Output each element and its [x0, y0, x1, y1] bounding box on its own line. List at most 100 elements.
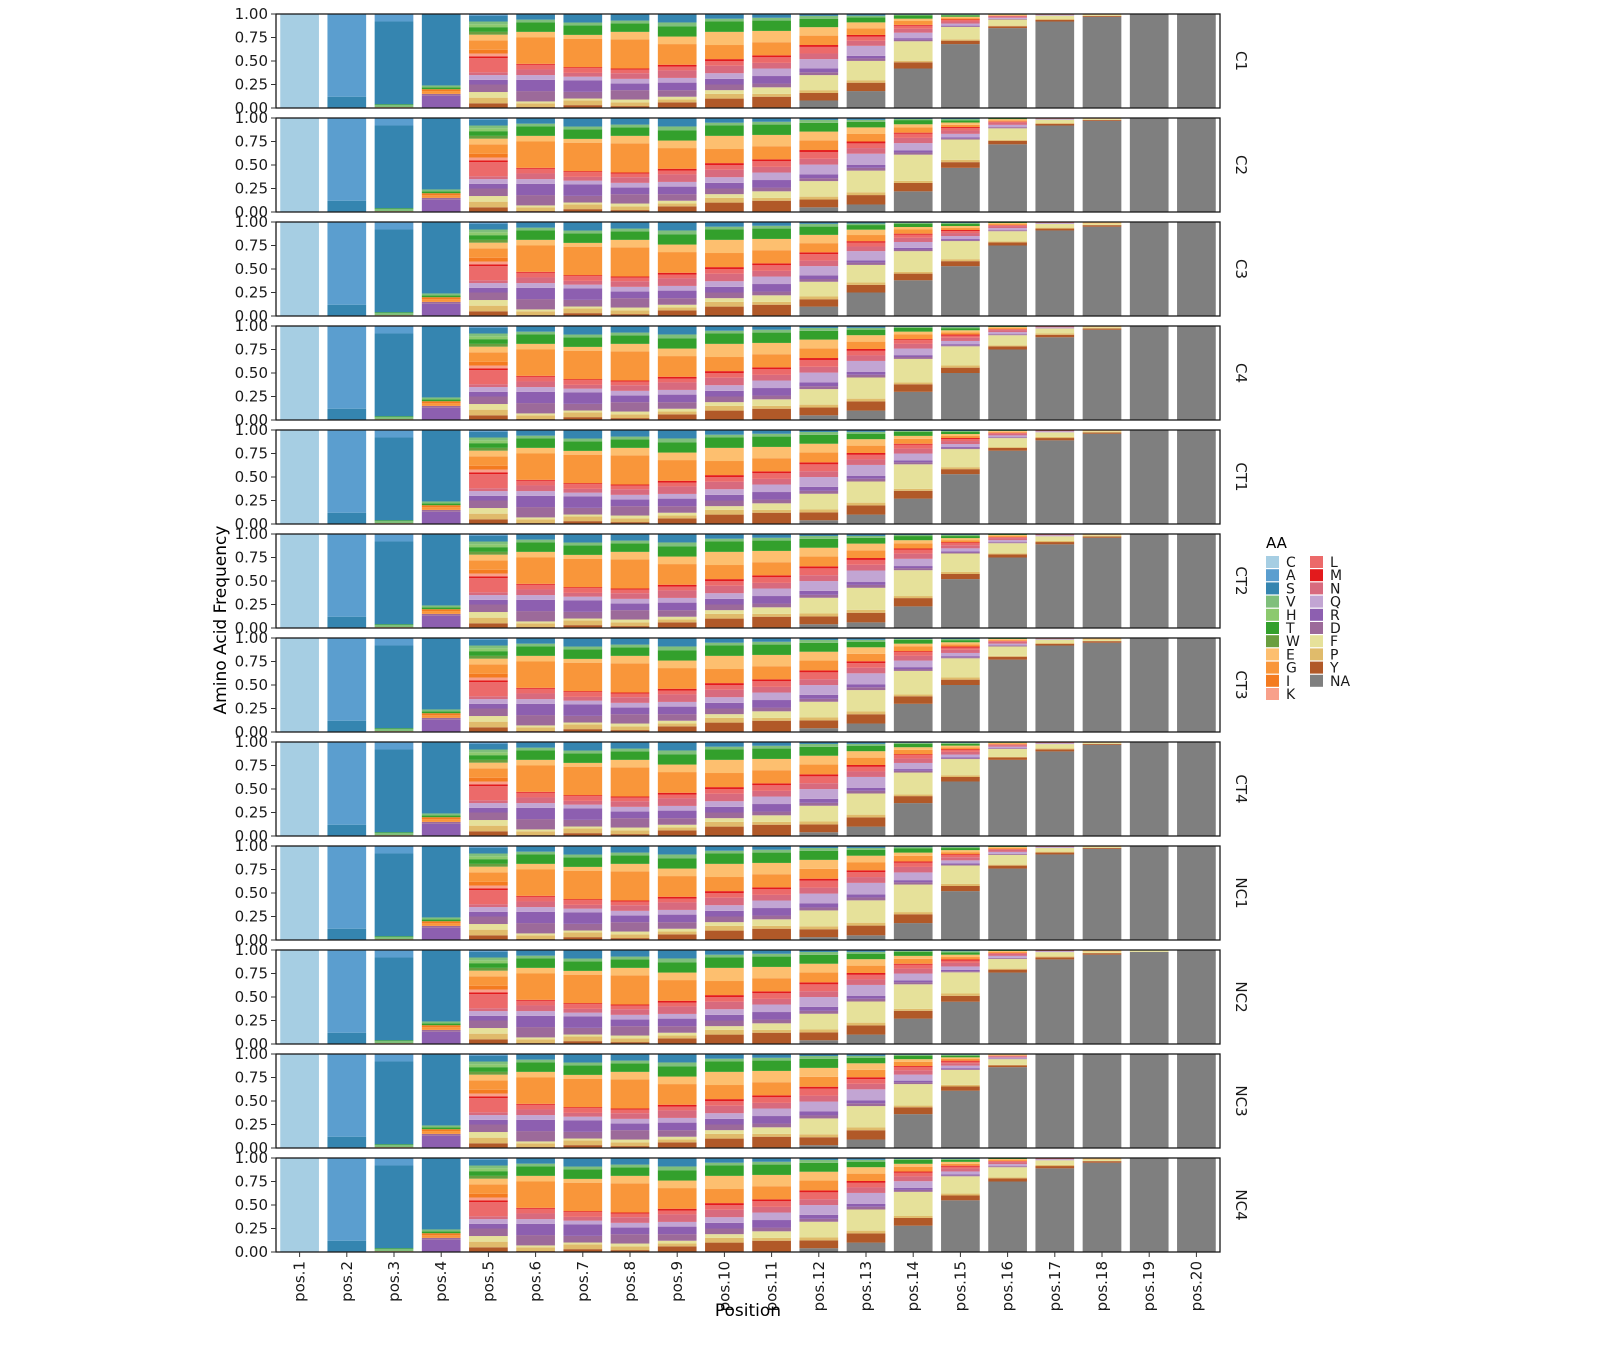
bar-segment-C3-pos.7-R: [563, 288, 603, 300]
bar-segment-CT4-pos.10-M: [705, 787, 744, 789]
bar-segment-NC1-pos.11-L: [752, 889, 791, 895]
bar-segment-C3-pos.16-P: [988, 241, 1027, 243]
bar-segment-CT1-pos.11-S: [752, 430, 791, 434]
bar-segment-NC3-pos.2-A: [327, 1054, 367, 1137]
bar-segment-NC3-pos.6-Q: [516, 1115, 555, 1120]
bar-segment-NC4-pos.14-N: [893, 1176, 933, 1182]
facet-strip-label-NC2: NC2: [1232, 981, 1250, 1012]
bar-segment-NC2-pos.8-L: [610, 1005, 650, 1010]
bar-segment-CT3-pos.8-N: [610, 697, 650, 703]
bar-segment-C3-pos.3-A: [374, 222, 414, 230]
bar-segment-CT1-pos.8-S: [610, 430, 650, 437]
bar-segment-C4-pos.13-M: [846, 348, 886, 351]
bar-segment-C4-pos.11-T: [752, 332, 791, 343]
bar-segment-CT2-pos.12-P: [799, 613, 839, 617]
bar-segment-CT2-pos.12-D: [799, 594, 839, 598]
bar-segment-CT4-pos.15-V: [941, 742, 980, 744]
bar-segment-CT2-pos.14-N: [893, 553, 933, 559]
bar-segment-C3-pos.5-E: [469, 242, 508, 249]
bar-segment-NC2-pos.11-E: [752, 966, 791, 979]
bar-segment-CT2-pos.5-I: [469, 569, 508, 574]
bar-segment-CT4-pos.6-Q: [516, 803, 555, 808]
bar-segment-CT2-pos.7-R: [563, 600, 603, 612]
bar-segment-NC1-pos.5-G: [469, 872, 508, 882]
bar-segment-NC3-pos.5-W: [469, 1071, 508, 1075]
bar-segment-C4-pos.13-E: [846, 335, 886, 342]
bar-segment-C4-pos.3-S: [374, 333, 414, 417]
bar-segment-C4-pos.7-M: [563, 379, 603, 381]
bar-segment-NC2-pos.13-V: [846, 951, 886, 954]
bar-segment-CT1-pos.4-V: [421, 501, 461, 504]
bar-segment-CT4-pos.9-P: [657, 827, 697, 831]
bar-segment-C3-pos.15-V: [941, 223, 980, 225]
bar-segment-NC1-pos.7-P: [563, 932, 603, 938]
bar-segment-C3-pos.8-S: [610, 222, 650, 229]
bar-segment-NC2-pos.11-D: [752, 1019, 791, 1024]
bar-segment-CT3-pos.6-P: [516, 727, 555, 732]
bar-segment-NC3-pos.8-Y: [610, 1146, 650, 1148]
bar-segment-CT1-pos.5-F: [469, 508, 508, 514]
x-axis-title: Position: [715, 1301, 781, 1321]
bar-segment-CT3-pos.1-C: [280, 638, 319, 732]
bar-segment-CT4-pos.4-D: [421, 821, 461, 824]
bar-segment-C4-pos.11-Y: [752, 408, 791, 420]
bar-segment-C3-pos.13-Y: [846, 284, 886, 293]
bar-segment-C2-pos.5-F: [469, 196, 508, 202]
bar-segment-NC3-pos.14-P: [893, 1105, 933, 1108]
bar-segment-NC2-pos.12-Q: [799, 997, 839, 1007]
bar-segment-C3-pos.7-T: [563, 233, 603, 243]
bar-segment-NC3-pos.12-F: [799, 1118, 839, 1135]
bar-segment-C1-pos.15-R: [941, 25, 980, 27]
bar-segment-NC2-pos.15-G: [941, 957, 980, 960]
bar-segment-NC2-pos.15-P: [941, 993, 980, 996]
bar-segment-NC1-pos.11-T: [752, 852, 791, 863]
bar-segment-C3-pos.4-D: [421, 301, 461, 304]
bar-segment-NC3-pos.4-D: [421, 1133, 461, 1136]
legend-label-R: R: [1330, 608, 1340, 624]
bar-segment-NC2-pos.13-S: [846, 950, 886, 952]
bar-segment-CT4-pos.8-R: [610, 811, 650, 819]
bar-segment-NC1-pos.15-L: [941, 855, 980, 858]
bar-segment-C1-pos.6-T: [516, 22, 555, 32]
bar-segment-CT1-pos.16-Q: [988, 435, 1027, 438]
bar-segment-CT4-pos.7-N: [563, 800, 603, 805]
bar-segment-CT2-pos.14-NA: [893, 606, 933, 628]
legend-swatch-V: [1266, 595, 1279, 608]
y-tick-label: 0.50: [235, 156, 268, 174]
bar-segment-C1-pos.7-N: [563, 72, 603, 77]
panel-background: [276, 326, 1220, 420]
bar-segment-NC2-pos.8-Y: [610, 1042, 650, 1044]
bar-segment-CT4-pos.10-P: [705, 821, 744, 827]
bar-segment-NC1-pos.4-I: [421, 921, 461, 924]
bar-segment-C2-pos.10-S: [705, 118, 744, 123]
bar-segment-NC4-pos.11-S: [752, 1158, 791, 1162]
bar-segment-CT4-pos.13-E: [846, 751, 886, 758]
bar-segment-C4-pos.8-G: [610, 351, 650, 381]
bar-segment-NC3-pos.9-M: [657, 1104, 697, 1107]
bar-segment-NC4-pos.12-L: [799, 1192, 839, 1200]
bar-segment-NC4-pos.17-F: [1035, 1160, 1075, 1165]
bar-segment-NC1-pos.16-E: [988, 846, 1027, 848]
legend-label-V: V: [1286, 595, 1296, 611]
bar-segment-CT2-pos.2-A: [327, 534, 367, 617]
bar-segment-NC1-pos.3-S: [374, 853, 414, 937]
bar-segment-C3-pos.5-R: [469, 287, 508, 293]
bar-segment-CT1-pos.15-Y: [941, 469, 980, 475]
bar-segment-NC1-pos.15-M: [941, 854, 980, 856]
bar-segment-CT4-pos.11-F: [752, 815, 791, 822]
bar-segment-NC3-pos.17-NA: [1035, 1054, 1075, 1148]
bar-segment-CT3-pos.15-D: [941, 657, 980, 659]
bar-segment-NC1-pos.8-R: [610, 915, 650, 923]
bar-segment-CT1-pos.15-L: [941, 439, 980, 442]
bar-segment-CT3-pos.12-D: [799, 698, 839, 702]
bar-segment-CT4-pos.15-N: [941, 751, 980, 755]
bar-segment-CT1-pos.6-D: [516, 507, 555, 518]
bar-segment-C4-pos.9-T: [657, 338, 697, 349]
bar-segment-CT2-pos.14-M: [893, 548, 933, 550]
bar-segment-NC4-pos.4-V: [421, 1229, 461, 1232]
bar-segment-CT1-pos.7-T: [563, 441, 603, 451]
bar-segment-NC2-pos.8-V: [610, 956, 650, 960]
bar-segment-NC4-pos.6-N: [516, 1213, 555, 1220]
